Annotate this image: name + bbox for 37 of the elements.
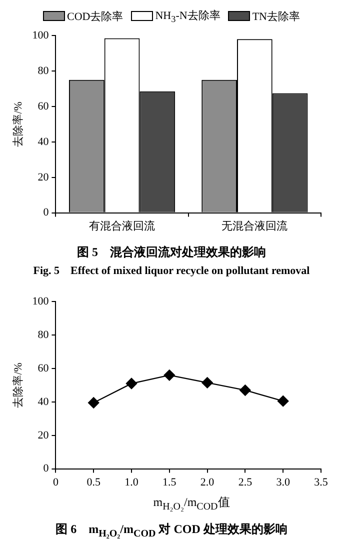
y-tick-label: 80 [38,329,50,342]
x-tick-label: 3.5 [314,476,328,488]
x-tick-label: 2.5 [238,476,253,488]
text: Fig. 5 Effect of mixed liquor recycle on pollutant removal [32,264,311,278]
point [88,397,100,409]
point [278,396,289,407]
y-tick-label: 60 [38,362,50,375]
y-tick-label: 60 [38,100,50,113]
x-tick-label: 2.0 [200,476,215,488]
text: 图 6 m$_{H₂O₂}$/m$_{COD}$ 对 COD 处理效果的影响 [54,520,288,539]
y-axis-title: 去除率/% [11,102,24,148]
y-tick-label: 80 [38,65,50,78]
y-tick-label: 0 [43,206,50,219]
legend-label: TN去除率 [252,10,300,24]
y-tick-label: 20 [38,429,50,442]
x-tick-label: 无混合液回流 [222,219,288,232]
x-tick-label: 0 [52,476,59,488]
point [126,378,138,390]
y-axis-title: 去除率/% [11,362,24,408]
x-tick-label: 3.0 [276,476,290,488]
point [202,377,213,388]
text: 图 5 混合液回流对处理效果的影响 [76,244,267,262]
x-tick-label: 1.5 [162,476,177,488]
x-axis-title: m$_{H₂O₂}$/m$_{COD}$值 [152,494,231,513]
point [164,370,175,381]
x-tick-label: 0.5 [86,476,101,488]
point [240,384,251,396]
y-tick-label: 20 [38,171,50,184]
y-tick-label: 40 [38,396,50,408]
y-tick-label: 0 [43,462,50,475]
text: NH$_{3}$-N去除率 [155,8,220,24]
x-tick-label: 1.0 [124,476,139,488]
y-tick-label: 100 [32,296,50,308]
y-tick-label: 100 [32,30,50,42]
legend-label: COD去除率 [67,10,124,24]
x-tick-label: 有混合液回流 [89,219,156,232]
y-tick-label: 40 [38,136,50,148]
